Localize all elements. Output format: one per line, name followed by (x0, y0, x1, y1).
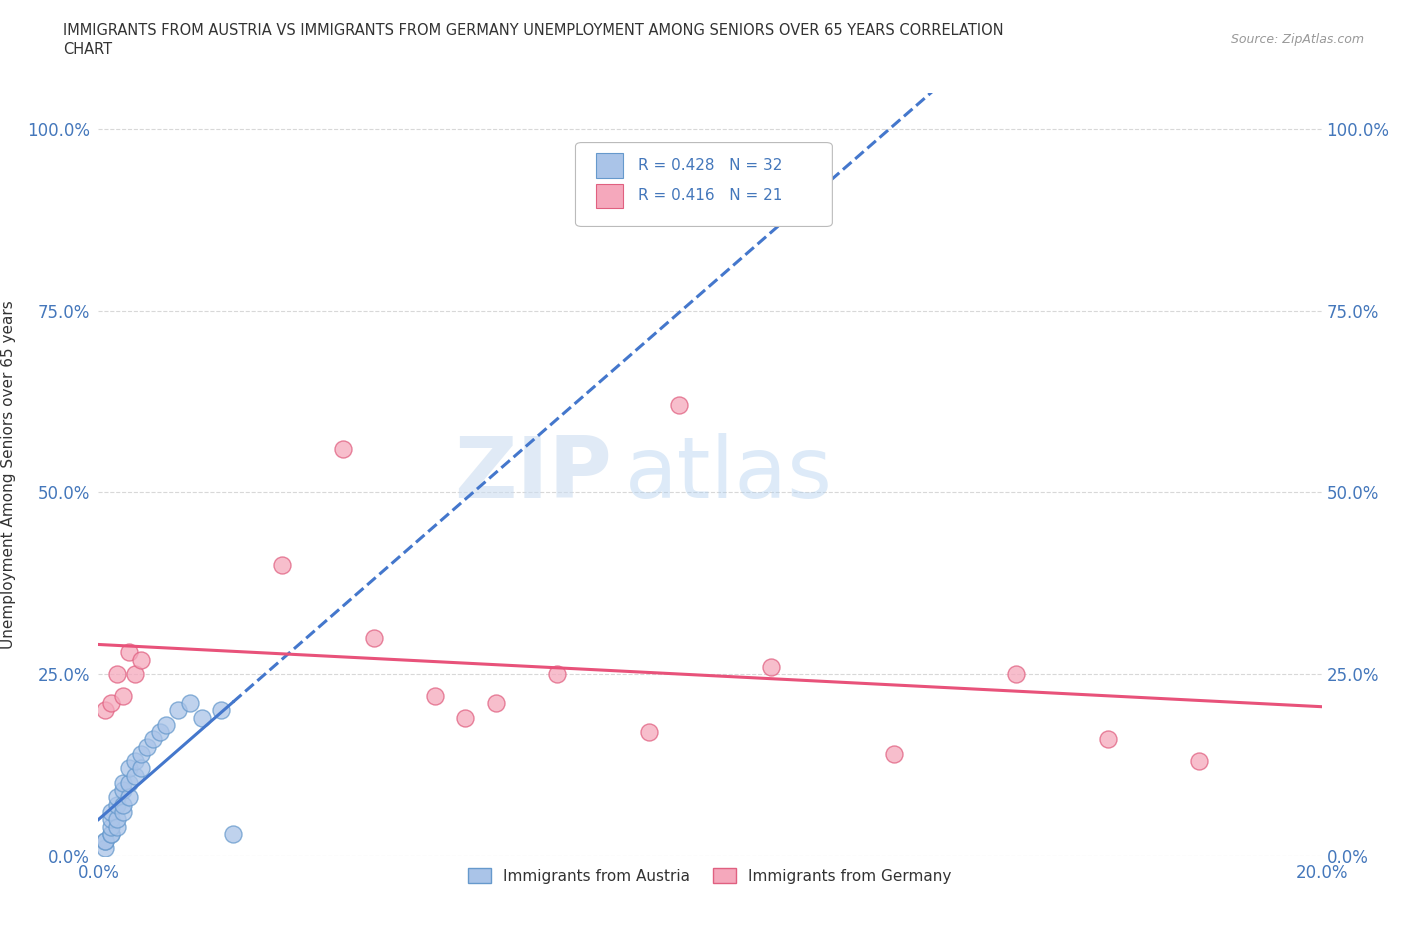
Point (179, 696, 201, 711)
Point (142, 732, 165, 747)
Point (111, 797, 134, 812)
Point (100, 804, 122, 819)
Point (332, 442, 354, 457)
Point (100, 812, 122, 827)
Point (118, 644, 141, 659)
Point (93, 833, 115, 848)
Text: CHART: CHART (63, 42, 112, 57)
Point (100, 827, 122, 842)
Point (759, 659, 782, 674)
Point (93, 841, 115, 856)
Point (129, 652, 152, 667)
Point (93, 833, 115, 848)
Point (124, 753, 146, 768)
Point (100, 696, 122, 711)
Point (118, 776, 141, 790)
Point (124, 667, 146, 682)
Text: atlas: atlas (624, 432, 832, 516)
Point (129, 761, 152, 776)
Point (191, 711, 214, 725)
Point (111, 776, 134, 790)
Point (105, 790, 128, 805)
Text: R = 0.428   N = 32: R = 0.428 N = 32 (638, 158, 782, 173)
Point (270, 558, 292, 573)
Point (105, 667, 128, 682)
Point (105, 812, 128, 827)
Point (167, 703, 190, 718)
Point (100, 827, 122, 842)
Text: ZIP: ZIP (454, 432, 612, 516)
FancyBboxPatch shape (596, 184, 623, 208)
Text: R = 0.416   N = 21: R = 0.416 N = 21 (638, 189, 782, 204)
Legend: Immigrants from Austria, Immigrants from Germany: Immigrants from Austria, Immigrants from… (463, 862, 957, 890)
Point (637, 724, 661, 739)
Point (155, 717, 177, 732)
Point (111, 783, 134, 798)
Point (100, 819, 122, 834)
Point (363, 631, 385, 645)
Point (111, 804, 134, 819)
Point (124, 768, 146, 783)
Point (883, 747, 905, 762)
Point (209, 703, 232, 718)
Point (105, 797, 128, 812)
Point (546, 667, 568, 682)
Point (1097, 732, 1119, 747)
Point (129, 747, 152, 762)
Point (105, 819, 128, 834)
Point (149, 724, 172, 739)
Point (454, 711, 477, 725)
FancyBboxPatch shape (575, 142, 832, 226)
Y-axis label: Unemployment Among Seniors over 65 years: Unemployment Among Seniors over 65 years (1, 300, 15, 649)
Point (1004, 667, 1026, 682)
Text: Source: ZipAtlas.com: Source: ZipAtlas.com (1230, 33, 1364, 46)
Point (118, 790, 141, 805)
Point (222, 827, 245, 842)
Point (136, 739, 159, 754)
Point (111, 688, 134, 703)
Point (118, 761, 141, 776)
Point (423, 688, 446, 703)
FancyBboxPatch shape (596, 153, 623, 178)
Point (1188, 753, 1211, 768)
Point (93, 703, 115, 718)
Text: IMMIGRANTS FROM AUSTRIA VS IMMIGRANTS FROM GERMANY UNEMPLOYMENT AMONG SENIORS OV: IMMIGRANTS FROM AUSTRIA VS IMMIGRANTS FR… (63, 23, 1004, 38)
Point (668, 398, 690, 413)
Point (485, 696, 508, 711)
